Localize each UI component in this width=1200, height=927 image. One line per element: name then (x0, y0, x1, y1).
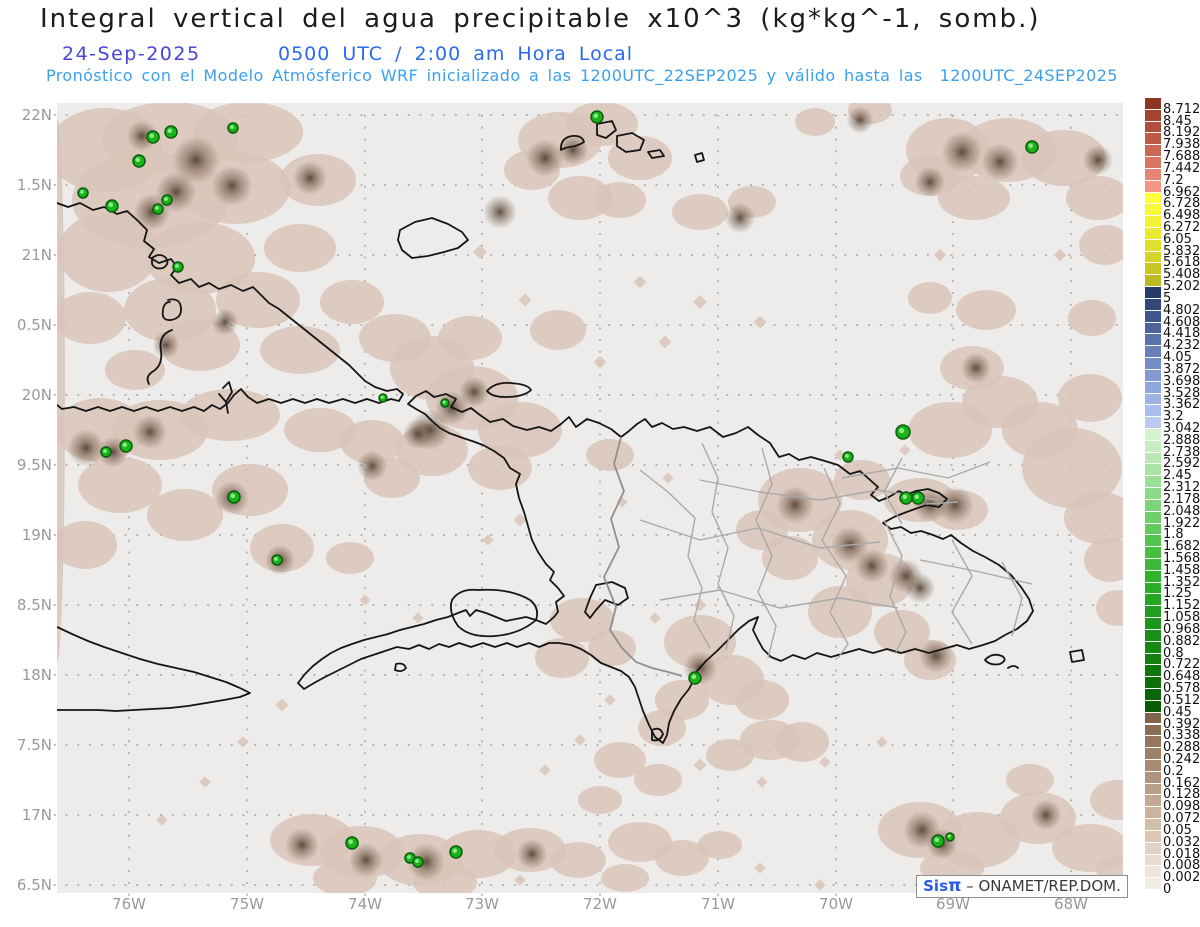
y-axis-label: 21N (22, 246, 52, 264)
island-saona (984, 653, 1019, 669)
y-axis-label: 7.5N (17, 736, 52, 754)
page-title: Integral vertical del agua precipitable … (40, 4, 1041, 34)
x-axis-label: 68W (1054, 895, 1088, 913)
watermark-brand: Sis (923, 877, 948, 895)
valid-date-label: 24-Sep-2025 (62, 43, 201, 65)
y-axis-label: 22N (22, 106, 52, 124)
coastline-cuba-bahia-nipe (151, 254, 169, 270)
valid-time-label: 0500 UTC / 2:00 am Hora Local (278, 43, 634, 65)
island-gonave (449, 588, 539, 638)
x-axis-label: 70W (819, 895, 853, 913)
y-axis-label: 6.5N (17, 876, 52, 894)
y-axis-label: 17N (22, 806, 52, 824)
y-axis-label: 1.5N (17, 176, 52, 194)
x-axis-label: 76W (112, 895, 146, 913)
x-axis-label: 71W (701, 895, 735, 913)
x-axis-label: 74W (348, 895, 382, 913)
island-mona (1069, 649, 1085, 663)
axis-tick-labels: 22N 1.5N 21N 0.5N 20N 9.5N 19N 8.5N 18N 7.5N 17N 6.… (17, 106, 1088, 913)
y-axis-label: 18N (22, 666, 52, 684)
island-ile-a-vache (394, 662, 407, 673)
coastline-cuba-bahia-banes (161, 298, 182, 321)
border-haiti-dr (603, 436, 683, 677)
coastline-cuba (57, 202, 404, 412)
pi-icon: π (948, 876, 962, 896)
coastline-cuba-curl (146, 329, 173, 385)
dark-shading-cores (67, 106, 1114, 881)
x-axis-label: 69W (936, 895, 970, 913)
island-beata (651, 727, 664, 742)
x-axis-label: 73W (465, 895, 499, 913)
island-great-inagua (397, 217, 469, 259)
forecast-init-label: Pronóstico con el Modelo Atmósferico WRF… (46, 66, 1118, 85)
x-axis-label: 72W (583, 895, 617, 913)
coastline-hispaniola (297, 390, 1034, 744)
lake-saumatre (584, 581, 629, 619)
province-borders (639, 442, 1033, 659)
y-axis-label: 0.5N (17, 316, 52, 334)
watermark-badge: Sisπ – ONAMET/REP.DOM. (916, 875, 1128, 898)
x-axis-label: 75W (230, 895, 264, 913)
y-axis-label: 19N (22, 526, 52, 544)
watermark-org: – ONAMET/REP.DOM. (961, 877, 1121, 895)
y-axis-label: 20N (22, 386, 52, 404)
coastline-guantanamo-bay (218, 381, 233, 414)
y-axis-label: 8.5N (17, 596, 52, 614)
y-axis-label: 9.5N (17, 456, 52, 474)
max-value-dots (77, 110, 1039, 868)
coastline-jamaica (57, 626, 251, 712)
islands-turks-caicos (560, 120, 705, 163)
island-tortuga (486, 382, 532, 398)
